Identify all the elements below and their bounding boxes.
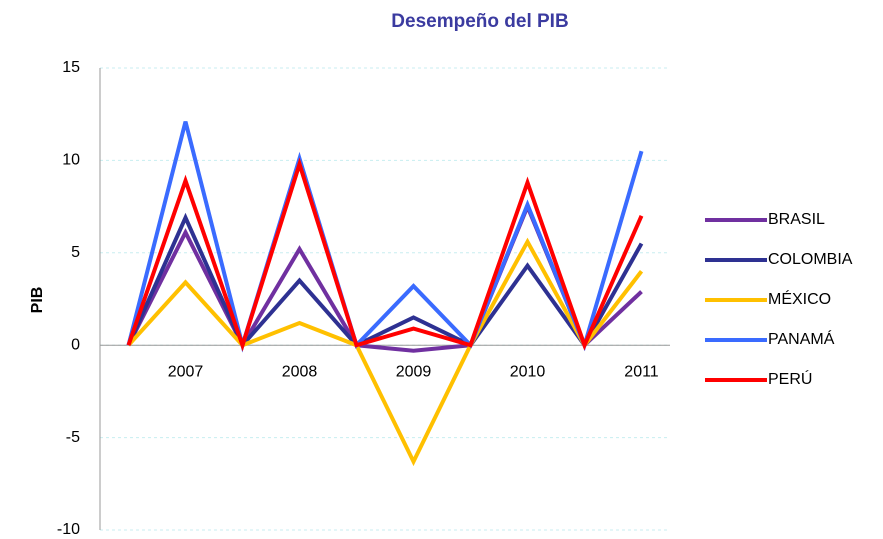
y-tick-label: -5 xyxy=(66,429,80,446)
x-tick-label: 2010 xyxy=(510,363,546,380)
y-axis-title: PIB xyxy=(29,287,46,314)
x-tick-label: 2011 xyxy=(624,363,659,380)
series-line xyxy=(126,121,644,353)
y-tick-label: 5 xyxy=(71,244,80,261)
y-tick-label: 10 xyxy=(62,152,80,169)
y-tick-label: 0 xyxy=(71,336,80,353)
y-tick-label: 15 xyxy=(62,59,80,76)
x-tick-label: 2008 xyxy=(282,363,318,380)
legend-label: PANAMÁ xyxy=(768,329,835,348)
legend-label: MÉXICO xyxy=(768,289,831,308)
series-line xyxy=(126,157,644,352)
legend-label: COLOMBIA xyxy=(768,251,853,268)
series-line xyxy=(127,237,644,467)
x-tick-label: 2009 xyxy=(396,363,432,380)
legend-label: BRASIL xyxy=(768,211,825,228)
legend-label: PERÚ xyxy=(768,369,812,388)
series-line xyxy=(126,212,644,349)
y-tick-label: -10 xyxy=(57,521,80,538)
x-tick-label: 2007 xyxy=(168,363,204,380)
chart-title: Desempeño del PIB xyxy=(391,11,568,32)
